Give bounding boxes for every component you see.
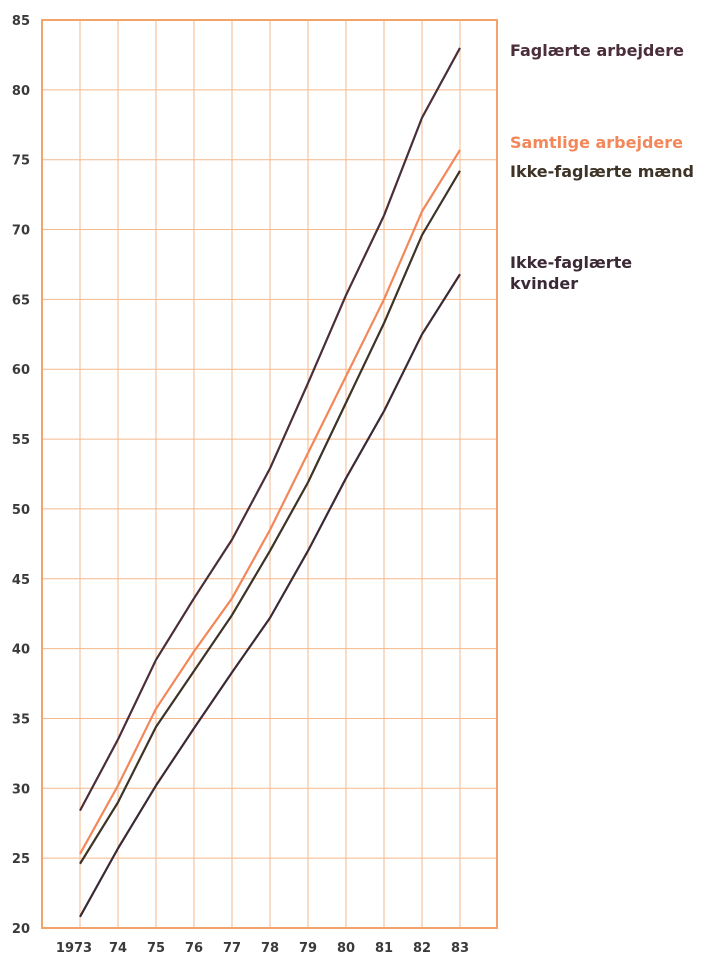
y-axis-ticks: 20 25 30 35 40 45 50 55 60 65 70 75 80 85 [12,14,30,937]
legend-ikke-faglaerte-kvinder-line2: kvinder [510,274,579,293]
y-tick-label-65: 65 [12,293,30,308]
y-tick-label-60: 60 [12,363,30,378]
y-tick-label-30: 30 [12,782,30,797]
y-tick-label-20: 20 [12,922,30,937]
x-tick-label-82: 82 [413,941,431,955]
y-tick-label-25: 25 [12,852,30,867]
y-tick-label-55: 55 [12,433,30,448]
x-tick-label-1973: 1973 [56,941,92,955]
legend-ikke-faglaerte-kvinder: Ikke-faglærte kvinder [510,252,632,294]
x-tick-label-79: 79 [299,941,317,955]
x-tick-label-78: 78 [261,941,279,955]
series-line-2 [79,170,461,865]
x-tick-label-74: 74 [109,941,127,955]
legend-ikke-faglaerte-maend: Ikke-faglærte mænd [510,162,694,181]
x-tick-label-76: 76 [185,941,203,955]
legend-ikke-faglaerte-kvinder-line1: Ikke-faglærte [510,253,633,272]
x-tick-label-77: 77 [223,941,241,955]
x-tick-label-80: 80 [337,941,355,955]
y-tick-label-85: 85 [12,14,30,29]
x-axis-ticks: 1973 74 75 76 77 78 79 80 81 82 83 [56,941,469,955]
x-tick-label-75: 75 [147,941,165,955]
series-line-1 [79,149,461,855]
y-tick-label-45: 45 [12,573,30,588]
x-tick-label-83: 83 [451,941,469,955]
y-tick-label-70: 70 [12,224,30,239]
series-line-3 [79,273,461,918]
series-line-0 [79,47,461,812]
x-tick-label-81: 81 [375,941,393,955]
y-tick-label-80: 80 [12,84,30,99]
y-tick-label-75: 75 [12,154,30,169]
y-tick-label-35: 35 [12,712,30,727]
y-tick-label-40: 40 [12,643,30,658]
grid [42,19,497,929]
series-lines [79,47,461,918]
plot-frame [41,19,498,929]
y-tick-label-50: 50 [12,503,30,518]
legend-samtlige-arbejdere: Samtlige arbejdere [510,133,684,152]
legend-faglaerte-arbejdere: Faglærte arbejdere [510,41,684,60]
